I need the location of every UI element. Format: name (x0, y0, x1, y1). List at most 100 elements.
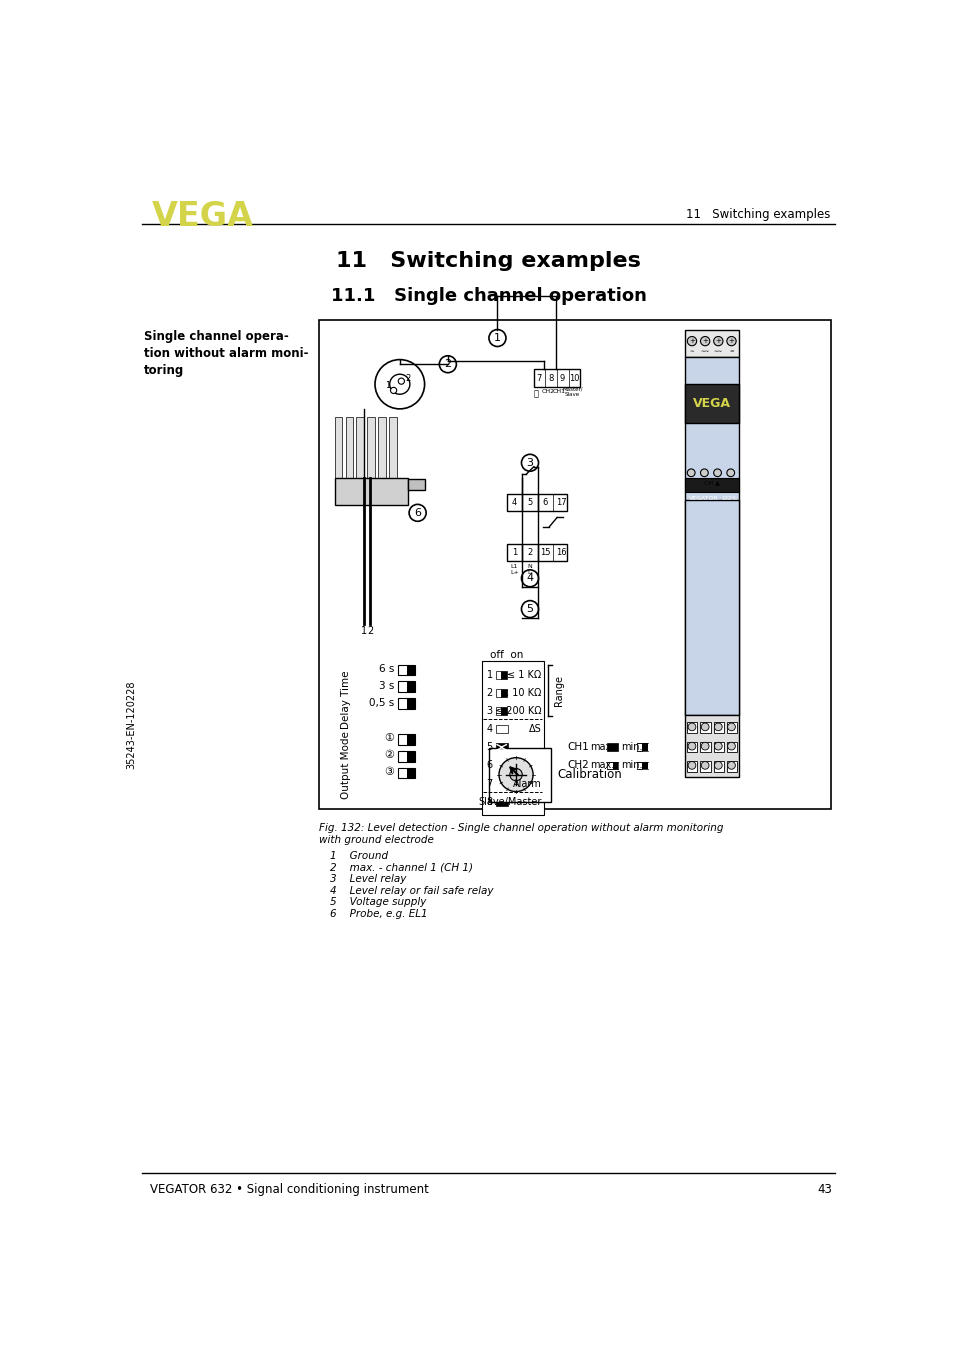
Bar (500, 707, 506, 715)
Circle shape (700, 468, 707, 477)
Bar (713, 742, 723, 753)
Text: 7: 7 (536, 374, 541, 383)
Bar (335, 478, 408, 505)
Bar (389, 417, 396, 478)
Text: ∼: ∼ (689, 349, 694, 355)
Bar (612, 761, 618, 769)
Text: 8: 8 (548, 374, 553, 383)
Circle shape (726, 337, 736, 345)
Bar (641, 761, 647, 769)
Text: 1: 1 (360, 626, 367, 635)
Bar (726, 722, 736, 733)
Text: +: + (701, 338, 707, 344)
Text: 2: 2 (527, 547, 532, 556)
Text: 2: 2 (367, 626, 373, 635)
Bar (684, 385, 739, 422)
Text: ①: ① (384, 734, 394, 743)
Text: ③: ③ (384, 768, 394, 777)
Text: 2: 2 (444, 359, 451, 370)
Text: L1
L+: L1 L+ (510, 565, 518, 575)
Text: 5: 5 (486, 742, 493, 753)
Text: 4: 4 (512, 497, 517, 506)
Text: 2    max. - channel 1 (CH 1): 2 max. - channel 1 (CH 1) (330, 862, 473, 872)
Circle shape (397, 378, 404, 385)
Circle shape (409, 504, 426, 521)
Bar (319, 321, 830, 810)
Text: VEGA: VEGA (152, 200, 253, 233)
Text: 2: 2 (486, 688, 493, 697)
Text: 1: 1 (512, 547, 517, 556)
Bar (406, 768, 415, 779)
Bar (637, 743, 641, 751)
Text: 4    Level relay or fail safe relay: 4 Level relay or fail safe relay (330, 886, 493, 895)
Text: ≤ 10 KΩ: ≤ 10 KΩ (500, 688, 541, 697)
Bar (607, 761, 618, 769)
Bar (686, 742, 697, 753)
Bar (335, 417, 342, 478)
Text: 8: 8 (486, 796, 493, 807)
Text: Slave/Master: Slave/Master (477, 796, 541, 807)
Circle shape (714, 761, 721, 769)
Text: =: = (728, 349, 733, 355)
Bar (700, 742, 710, 753)
Text: Delay Time: Delay Time (340, 670, 350, 730)
Text: 5: 5 (526, 604, 533, 615)
Bar (397, 699, 415, 709)
Text: CH1: CH1 (553, 390, 565, 394)
Text: 5: 5 (527, 497, 532, 506)
Text: VEGATOR: VEGATOR (688, 497, 718, 501)
Text: +: + (688, 338, 694, 344)
Text: 1    Ground: 1 Ground (330, 850, 388, 861)
Circle shape (700, 742, 708, 750)
Bar (713, 722, 723, 733)
Bar (397, 681, 415, 692)
Text: 11   Switching examples: 11 Switching examples (685, 209, 830, 221)
Bar (356, 417, 364, 478)
Text: max.: max. (590, 742, 614, 753)
Text: 0,5 s: 0,5 s (369, 699, 394, 708)
Text: 1: 1 (494, 333, 500, 343)
Circle shape (687, 723, 695, 731)
Circle shape (390, 374, 410, 394)
Circle shape (439, 356, 456, 372)
Text: 2: 2 (404, 374, 410, 383)
Text: 16: 16 (555, 547, 566, 556)
Text: Output Mode: Output Mode (340, 731, 350, 799)
Text: Single channel opera-
tion without alarm moni-
toring: Single channel opera- tion without alarm… (144, 330, 308, 378)
Circle shape (714, 742, 721, 750)
Bar (408, 479, 425, 490)
Bar (496, 743, 507, 751)
Text: +: + (728, 338, 734, 344)
Circle shape (687, 742, 695, 750)
Bar (345, 417, 353, 478)
Bar (713, 761, 723, 772)
Bar (496, 689, 500, 697)
Bar (500, 689, 506, 697)
Circle shape (687, 761, 695, 769)
Text: ≤ 200 KΩ: ≤ 200 KΩ (495, 705, 541, 716)
Text: +: + (715, 338, 720, 344)
Circle shape (700, 337, 709, 345)
Text: ⏚: ⏚ (533, 389, 538, 398)
Text: 5    Voltage supply: 5 Voltage supply (330, 898, 426, 907)
Bar (397, 768, 415, 779)
Bar (686, 722, 697, 733)
Circle shape (488, 329, 505, 347)
Text: 11.1   Single channel operation: 11.1 Single channel operation (331, 287, 646, 306)
Text: 3 s: 3 s (378, 681, 394, 691)
Bar (684, 357, 739, 715)
Text: CH1: CH1 (567, 742, 588, 753)
Circle shape (700, 761, 708, 769)
Bar (534, 368, 579, 387)
Text: CH2: CH2 (567, 761, 588, 770)
Circle shape (521, 601, 537, 617)
Circle shape (700, 723, 708, 731)
Text: 6 s: 6 s (378, 665, 394, 674)
Text: 15: 15 (539, 547, 550, 556)
Bar (684, 478, 739, 492)
Text: ∼∼: ∼∼ (700, 349, 709, 355)
Text: 9: 9 (559, 374, 564, 383)
Text: N
L-: N L- (527, 565, 533, 575)
Bar (406, 699, 415, 709)
Text: VEGATOR 632 • Signal conditioning instrument: VEGATOR 632 • Signal conditioning instru… (150, 1183, 429, 1196)
